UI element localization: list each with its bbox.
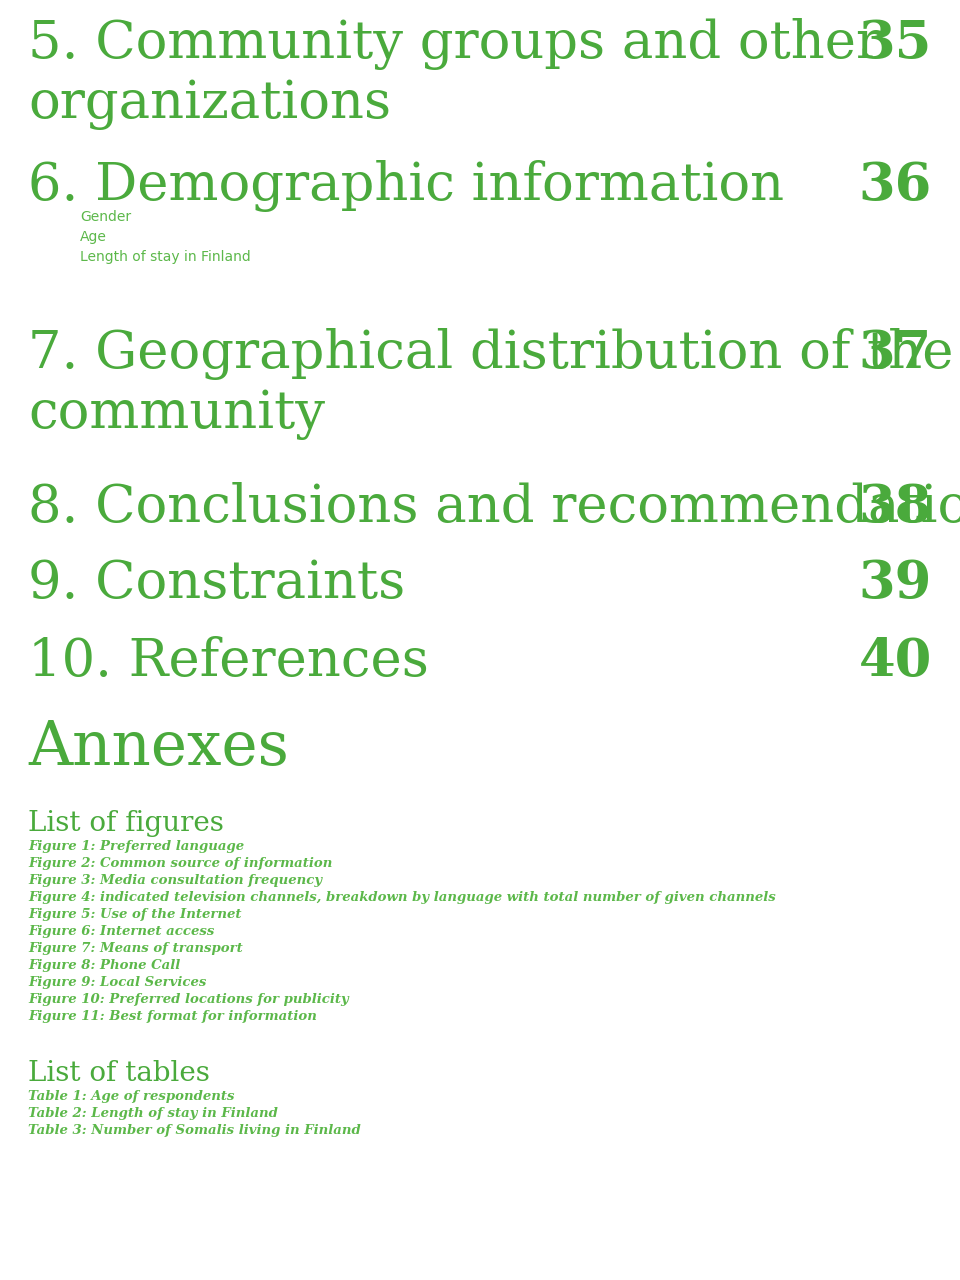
Text: Figure 2: Common source of information: Figure 2: Common source of information	[28, 858, 332, 870]
Text: 38: 38	[858, 483, 932, 532]
Text: Figure 4: indicated television channels, breakdown by language with total number: Figure 4: indicated television channels,…	[28, 891, 776, 904]
Text: Figure 9: Local Services: Figure 9: Local Services	[28, 975, 206, 989]
Text: Annexes: Annexes	[28, 718, 289, 778]
Text: 10. References: 10. References	[28, 636, 429, 687]
Text: Figure 1: Preferred language: Figure 1: Preferred language	[28, 840, 244, 852]
Text: Figure 3: Media consultation frequency: Figure 3: Media consultation frequency	[28, 874, 323, 887]
Text: Age: Age	[80, 230, 107, 244]
Text: Figure 7: Means of transport: Figure 7: Means of transport	[28, 942, 243, 955]
Text: Length of stay in Finland: Length of stay in Finland	[80, 250, 251, 264]
Text: Table 2: Length of stay in Finland: Table 2: Length of stay in Finland	[28, 1107, 277, 1120]
Text: 40: 40	[858, 636, 932, 687]
Text: 8. Conclusions and recommendations: 8. Conclusions and recommendations	[28, 483, 960, 532]
Text: Figure 8: Phone Call: Figure 8: Phone Call	[28, 959, 180, 972]
Text: 6. Demographic information: 6. Demographic information	[28, 160, 784, 212]
Text: 36: 36	[858, 160, 932, 211]
Text: Table 1: Age of respondents: Table 1: Age of respondents	[28, 1091, 234, 1103]
Text: Gender: Gender	[80, 210, 132, 224]
Text: List of figures: List of figures	[28, 810, 224, 837]
Text: Figure 11: Best format for information: Figure 11: Best format for information	[28, 1010, 317, 1023]
Text: 5. Community groups and other
organizations: 5. Community groups and other organizati…	[28, 18, 881, 131]
Text: Figure 5: Use of the Internet: Figure 5: Use of the Internet	[28, 908, 242, 922]
Text: 35: 35	[858, 18, 932, 69]
Text: 39: 39	[858, 558, 932, 609]
Text: 9. Constraints: 9. Constraints	[28, 558, 405, 609]
Text: Figure 10: Preferred locations for publicity: Figure 10: Preferred locations for publi…	[28, 993, 348, 1006]
Text: Table 3: Number of Somalis living in Finland: Table 3: Number of Somalis living in Fin…	[28, 1124, 361, 1137]
Text: 37: 37	[859, 328, 932, 379]
Text: 7. Geographical distribution of the Somali
community: 7. Geographical distribution of the Soma…	[28, 328, 960, 440]
Text: Figure 6: Internet access: Figure 6: Internet access	[28, 925, 214, 938]
Text: List of tables: List of tables	[28, 1060, 210, 1087]
